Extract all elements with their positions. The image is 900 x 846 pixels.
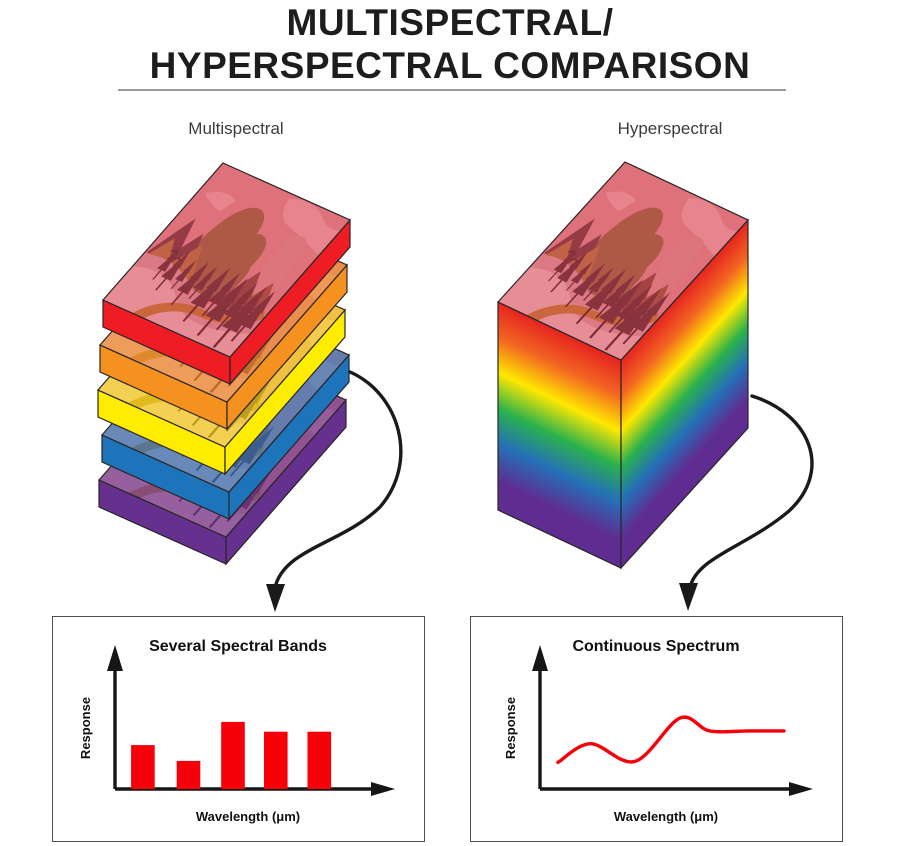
arrowhead-left xyxy=(266,584,285,612)
layer-top-tint xyxy=(102,162,351,358)
title-divider xyxy=(118,89,786,91)
cube-top-face xyxy=(497,161,749,361)
x-axis-label: Wavelength (μm) xyxy=(196,809,300,824)
cube-top-tint xyxy=(497,161,749,361)
continuous-spectrum-chart: Continuous Spectrum Response Wavelength … xyxy=(470,616,843,842)
x-axis-arrowhead xyxy=(789,782,813,796)
page-title-line2: HYPERSPECTRAL COMPARISON xyxy=(149,44,751,86)
arrow-multispectral-to-chart xyxy=(266,370,403,612)
bar xyxy=(131,745,155,789)
x-axis-arrowhead xyxy=(371,782,395,796)
layer-red-band xyxy=(102,162,351,386)
spectral-bands-chart: Several Spectral Bands Response Waveleng… xyxy=(52,616,425,842)
chart-title: Continuous Spectrum xyxy=(572,638,739,655)
multispectral-label: Multispectral xyxy=(188,119,284,138)
arrowhead-right xyxy=(679,583,698,611)
bar xyxy=(221,721,245,789)
spectrum-curve xyxy=(556,715,786,765)
y-axis-arrowhead xyxy=(532,645,548,671)
hyperspectral-cube xyxy=(497,161,749,570)
y-axis-label: Response xyxy=(503,697,518,759)
hyperspectral-label: Hyperspectral xyxy=(617,119,723,138)
page-title-line1: MULTISPECTRAL/ xyxy=(286,2,614,43)
y-axis-label: Response xyxy=(78,697,93,759)
page-title: MULTISPECTRAL/ HYPERSPECTRAL COMPARISON xyxy=(0,2,900,88)
bar xyxy=(264,731,288,789)
bar xyxy=(307,731,332,789)
chart-title: Several Spectral Bands xyxy=(149,638,327,655)
multispectral-stack xyxy=(97,162,351,566)
arrow-hyperspectral-to-chart xyxy=(679,394,814,611)
spectral-bars xyxy=(131,721,332,789)
y-axis-arrowhead xyxy=(107,645,123,671)
x-axis-label: Wavelength (μm) xyxy=(614,809,718,824)
bar xyxy=(176,760,201,789)
